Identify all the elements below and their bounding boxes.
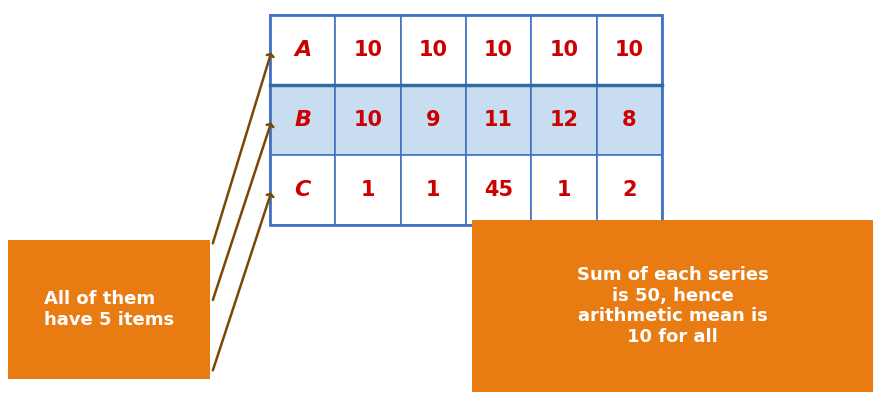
Bar [8, 240, 210, 379]
Text: 10: 10 [353, 110, 382, 130]
Bar [472, 220, 873, 392]
Text: All of them
have 5 items: All of them have 5 items [44, 290, 174, 329]
Bar [531, 85, 596, 155]
Text: 10: 10 [615, 40, 644, 60]
Bar [466, 155, 531, 225]
Bar [336, 155, 401, 225]
Bar [336, 15, 401, 85]
Text: 45: 45 [484, 180, 514, 200]
Text: 2: 2 [622, 180, 637, 200]
Bar [336, 85, 401, 155]
Bar [531, 15, 596, 85]
Text: C: C [294, 180, 311, 200]
Bar [401, 15, 466, 85]
Text: 10: 10 [418, 40, 448, 60]
Text: 10: 10 [353, 40, 382, 60]
Bar [270, 15, 336, 85]
Text: 11: 11 [485, 110, 513, 130]
Text: 1: 1 [426, 180, 440, 200]
Bar [270, 15, 662, 225]
Bar [596, 155, 662, 225]
Text: 12: 12 [550, 110, 579, 130]
Text: 10: 10 [485, 40, 513, 60]
Text: 1: 1 [360, 180, 375, 200]
Text: B: B [294, 110, 311, 130]
Text: 1: 1 [557, 180, 571, 200]
Bar [466, 85, 531, 155]
Bar [401, 85, 466, 155]
Text: 10: 10 [550, 40, 579, 60]
Text: Sum of each series
is 50, hence
arithmetic mean is
10 for all: Sum of each series is 50, hence arithmet… [577, 266, 768, 346]
Bar [531, 155, 596, 225]
Bar [401, 155, 466, 225]
Bar [270, 85, 336, 155]
Bar [270, 155, 336, 225]
Bar [596, 15, 662, 85]
Text: 8: 8 [622, 110, 637, 130]
Bar [596, 85, 662, 155]
Text: A: A [294, 40, 311, 60]
Text: 9: 9 [426, 110, 440, 130]
Bar [466, 15, 531, 85]
